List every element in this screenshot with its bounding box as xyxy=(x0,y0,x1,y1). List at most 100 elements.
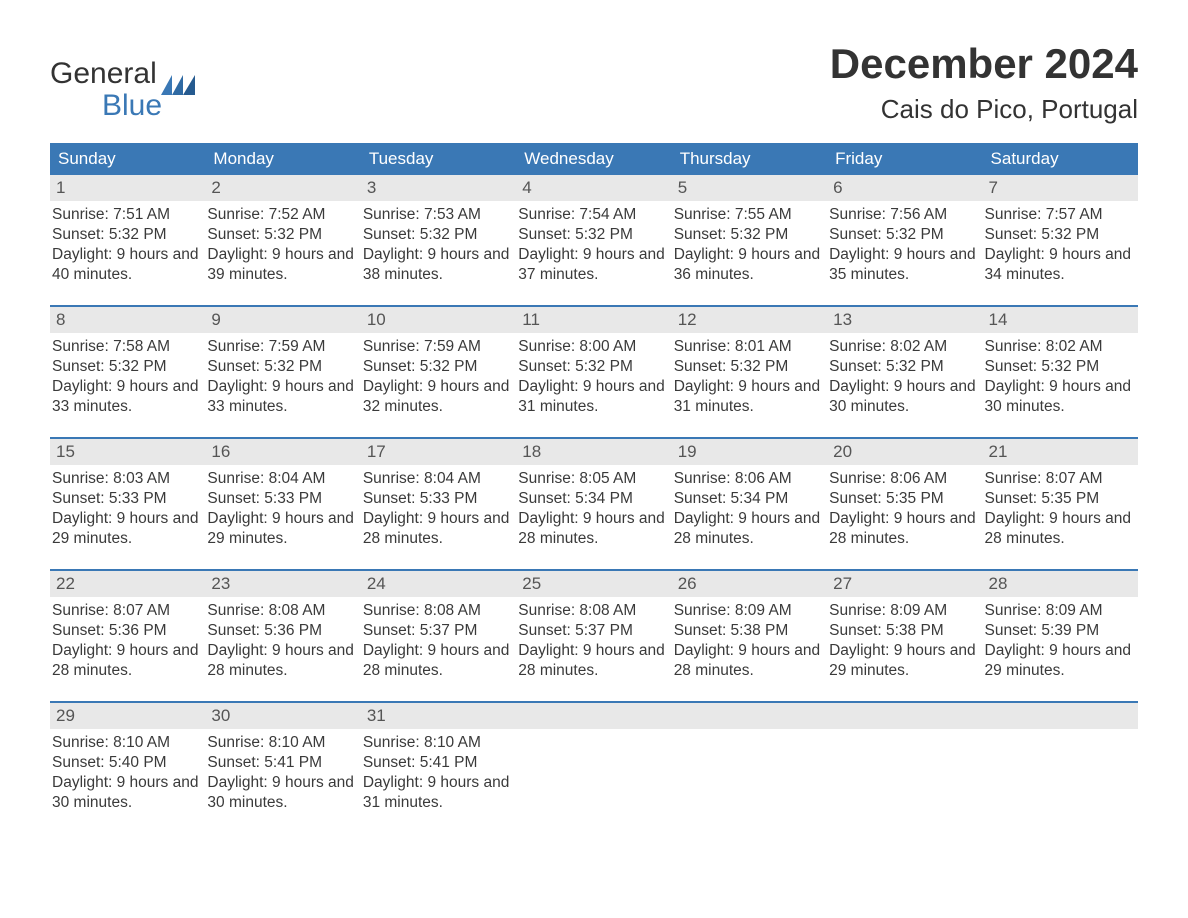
day-number: 7 xyxy=(983,175,1138,201)
day-header: Sunday xyxy=(50,143,205,175)
calendar-week: 29Sunrise: 8:10 AMSunset: 5:40 PMDayligh… xyxy=(50,701,1138,821)
calendar-cell: 5Sunrise: 7:55 AMSunset: 5:32 PMDaylight… xyxy=(672,175,827,293)
calendar-cell: 9Sunrise: 7:59 AMSunset: 5:32 PMDaylight… xyxy=(205,307,360,425)
sunrise-line: Sunrise: 8:08 AM xyxy=(363,601,514,621)
sunrise-line: Sunrise: 8:09 AM xyxy=(985,601,1136,621)
page-header: General Blue December 2024 Cais do Pico,… xyxy=(50,40,1138,125)
day-number xyxy=(827,703,982,729)
day-number xyxy=(983,703,1138,729)
daylight-line: Daylight: 9 hours and 37 minutes. xyxy=(518,245,669,285)
day-number: 16 xyxy=(205,439,360,465)
day-body xyxy=(983,731,1138,821)
sunrise-line: Sunrise: 8:00 AM xyxy=(518,337,669,357)
day-header: Saturday xyxy=(983,143,1138,175)
calendar-cell: 24Sunrise: 8:08 AMSunset: 5:37 PMDayligh… xyxy=(361,571,516,689)
daylight-line: Daylight: 9 hours and 30 minutes. xyxy=(207,773,358,813)
day-body: Sunrise: 8:00 AMSunset: 5:32 PMDaylight:… xyxy=(516,335,671,425)
sunrise-line: Sunrise: 8:08 AM xyxy=(518,601,669,621)
sunset-line: Sunset: 5:32 PM xyxy=(518,225,669,245)
day-body: Sunrise: 7:59 AMSunset: 5:32 PMDaylight:… xyxy=(361,335,516,425)
sunset-line: Sunset: 5:36 PM xyxy=(52,621,203,641)
daylight-line: Daylight: 9 hours and 28 minutes. xyxy=(518,509,669,549)
sunrise-line: Sunrise: 8:10 AM xyxy=(207,733,358,753)
sunset-line: Sunset: 5:32 PM xyxy=(829,357,980,377)
sunset-line: Sunset: 5:38 PM xyxy=(674,621,825,641)
sunrise-line: Sunrise: 8:09 AM xyxy=(829,601,980,621)
sunrise-line: Sunrise: 8:04 AM xyxy=(363,469,514,489)
daylight-line: Daylight: 9 hours and 30 minutes. xyxy=(829,377,980,417)
day-number: 9 xyxy=(205,307,360,333)
day-body: Sunrise: 8:10 AMSunset: 5:41 PMDaylight:… xyxy=(361,731,516,821)
day-body: Sunrise: 8:08 AMSunset: 5:37 PMDaylight:… xyxy=(516,599,671,689)
day-header: Friday xyxy=(827,143,982,175)
title-block: December 2024 Cais do Pico, Portugal xyxy=(830,40,1138,125)
calendar-cell: 12Sunrise: 8:01 AMSunset: 5:32 PMDayligh… xyxy=(672,307,827,425)
daylight-line: Daylight: 9 hours and 28 minutes. xyxy=(985,509,1136,549)
sunset-line: Sunset: 5:32 PM xyxy=(985,225,1136,245)
daylight-line: Daylight: 9 hours and 29 minutes. xyxy=(985,641,1136,681)
month-title: December 2024 xyxy=(830,40,1138,88)
day-number: 30 xyxy=(205,703,360,729)
sunset-line: Sunset: 5:32 PM xyxy=(363,225,514,245)
sunset-line: Sunset: 5:37 PM xyxy=(518,621,669,641)
daylight-line: Daylight: 9 hours and 28 minutes. xyxy=(363,641,514,681)
day-body: Sunrise: 7:56 AMSunset: 5:32 PMDaylight:… xyxy=(827,203,982,293)
day-number: 17 xyxy=(361,439,516,465)
day-body: Sunrise: 8:07 AMSunset: 5:36 PMDaylight:… xyxy=(50,599,205,689)
day-number: 23 xyxy=(205,571,360,597)
calendar-cell: 21Sunrise: 8:07 AMSunset: 5:35 PMDayligh… xyxy=(983,439,1138,557)
calendar-cell: 2Sunrise: 7:52 AMSunset: 5:32 PMDaylight… xyxy=(205,175,360,293)
daylight-line: Daylight: 9 hours and 31 minutes. xyxy=(363,773,514,813)
calendar-cell: 16Sunrise: 8:04 AMSunset: 5:33 PMDayligh… xyxy=(205,439,360,557)
sunset-line: Sunset: 5:36 PM xyxy=(207,621,358,641)
day-header: Wednesday xyxy=(516,143,671,175)
sunrise-line: Sunrise: 7:57 AM xyxy=(985,205,1136,225)
daylight-line: Daylight: 9 hours and 33 minutes. xyxy=(52,377,203,417)
sunset-line: Sunset: 5:37 PM xyxy=(363,621,514,641)
sunrise-line: Sunrise: 8:07 AM xyxy=(985,469,1136,489)
daylight-line: Daylight: 9 hours and 30 minutes. xyxy=(52,773,203,813)
sunset-line: Sunset: 5:32 PM xyxy=(985,357,1136,377)
daylight-line: Daylight: 9 hours and 33 minutes. xyxy=(207,377,358,417)
calendar-page: General Blue December 2024 Cais do Pico,… xyxy=(0,0,1188,881)
sunset-line: Sunset: 5:32 PM xyxy=(674,225,825,245)
sunrise-line: Sunrise: 7:59 AM xyxy=(363,337,514,357)
day-body: Sunrise: 7:58 AMSunset: 5:32 PMDaylight:… xyxy=(50,335,205,425)
calendar-cell: 15Sunrise: 8:03 AMSunset: 5:33 PMDayligh… xyxy=(50,439,205,557)
calendar-cell: 7Sunrise: 7:57 AMSunset: 5:32 PMDaylight… xyxy=(983,175,1138,293)
day-number: 20 xyxy=(827,439,982,465)
sunrise-line: Sunrise: 7:53 AM xyxy=(363,205,514,225)
day-number: 18 xyxy=(516,439,671,465)
sunrise-line: Sunrise: 8:02 AM xyxy=(829,337,980,357)
day-body: Sunrise: 8:08 AMSunset: 5:36 PMDaylight:… xyxy=(205,599,360,689)
day-number: 8 xyxy=(50,307,205,333)
calendar-cell: 10Sunrise: 7:59 AMSunset: 5:32 PMDayligh… xyxy=(361,307,516,425)
day-body: Sunrise: 8:06 AMSunset: 5:35 PMDaylight:… xyxy=(827,467,982,557)
daylight-line: Daylight: 9 hours and 28 minutes. xyxy=(52,641,203,681)
daylight-line: Daylight: 9 hours and 30 minutes. xyxy=(985,377,1136,417)
day-number: 19 xyxy=(672,439,827,465)
day-header: Thursday xyxy=(672,143,827,175)
day-number: 4 xyxy=(516,175,671,201)
calendar-cell xyxy=(516,703,671,821)
day-body xyxy=(672,731,827,821)
sunset-line: Sunset: 5:33 PM xyxy=(207,489,358,509)
day-number: 13 xyxy=(827,307,982,333)
day-body: Sunrise: 8:04 AMSunset: 5:33 PMDaylight:… xyxy=(205,467,360,557)
day-body: Sunrise: 8:09 AMSunset: 5:38 PMDaylight:… xyxy=(827,599,982,689)
sunset-line: Sunset: 5:34 PM xyxy=(518,489,669,509)
daylight-line: Daylight: 9 hours and 36 minutes. xyxy=(674,245,825,285)
day-number: 22 xyxy=(50,571,205,597)
calendar-cell: 28Sunrise: 8:09 AMSunset: 5:39 PMDayligh… xyxy=(983,571,1138,689)
day-body: Sunrise: 7:53 AMSunset: 5:32 PMDaylight:… xyxy=(361,203,516,293)
daylight-line: Daylight: 9 hours and 32 minutes. xyxy=(363,377,514,417)
day-number: 29 xyxy=(50,703,205,729)
day-body: Sunrise: 7:54 AMSunset: 5:32 PMDaylight:… xyxy=(516,203,671,293)
sunset-line: Sunset: 5:32 PM xyxy=(207,357,358,377)
day-number: 1 xyxy=(50,175,205,201)
calendar-cell: 22Sunrise: 8:07 AMSunset: 5:36 PMDayligh… xyxy=(50,571,205,689)
calendar-cell: 17Sunrise: 8:04 AMSunset: 5:33 PMDayligh… xyxy=(361,439,516,557)
daylight-line: Daylight: 9 hours and 29 minutes. xyxy=(207,509,358,549)
calendar-body: 1Sunrise: 7:51 AMSunset: 5:32 PMDaylight… xyxy=(50,175,1138,821)
day-number: 10 xyxy=(361,307,516,333)
